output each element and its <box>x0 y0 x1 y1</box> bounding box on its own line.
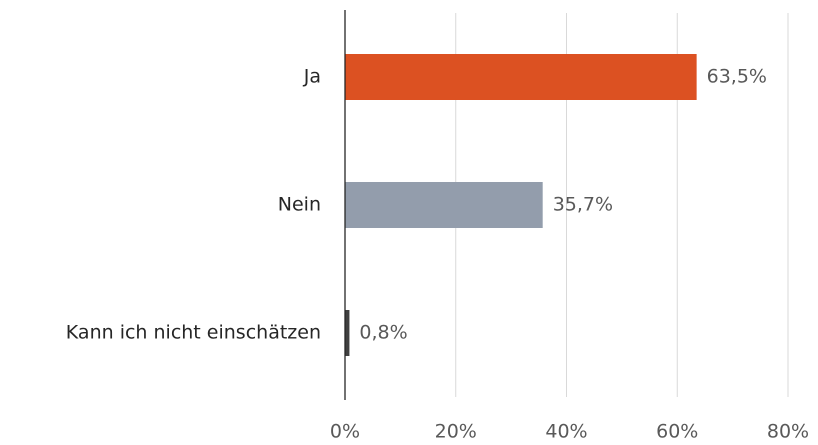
value-label: 63,5% <box>707 66 767 88</box>
y-tick-label: Kann ich nicht einschätzen <box>66 322 321 344</box>
x-tick-label: 60% <box>656 421 698 443</box>
x-tick-label: 0% <box>330 421 360 443</box>
x-tick-label: 40% <box>545 421 587 443</box>
bar <box>345 182 543 228</box>
y-tick-label: Ja <box>303 66 321 88</box>
bar <box>345 54 697 100</box>
x-tick-label: 80% <box>767 421 809 443</box>
y-tick-label: Nein <box>278 194 321 216</box>
bar <box>345 310 350 356</box>
x-tick-label: 20% <box>435 421 477 443</box>
value-label: 35,7% <box>553 194 613 216</box>
value-label: 0,8% <box>359 322 407 344</box>
